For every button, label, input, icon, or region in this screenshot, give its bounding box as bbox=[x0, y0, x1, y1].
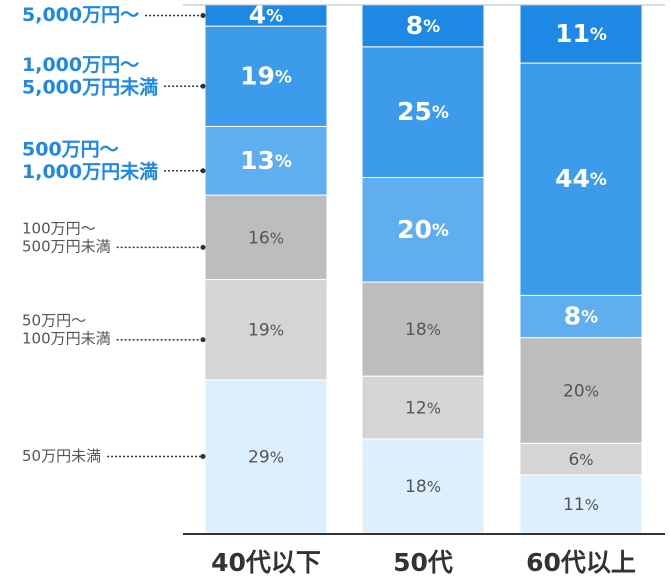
bar-segment bbox=[204, 25, 328, 127]
bar-segment bbox=[361, 4, 485, 48]
value-label: 19% bbox=[240, 61, 292, 90]
bar-segment bbox=[361, 46, 485, 179]
value-label: 29% bbox=[248, 447, 284, 467]
bar-segment bbox=[204, 125, 328, 196]
value-label: 20% bbox=[397, 215, 449, 244]
x-tick-label: 40代以下 bbox=[211, 548, 321, 577]
legend-label: 1,000万円～ 5,000万円未満 bbox=[22, 53, 158, 98]
legend-dot bbox=[200, 83, 206, 89]
value-label: 18% bbox=[405, 477, 441, 497]
legend-dot bbox=[200, 244, 206, 250]
legend-label: 50万円未満 bbox=[22, 447, 101, 465]
bar-segment bbox=[361, 177, 485, 283]
x-tick-label: 50代 bbox=[393, 548, 453, 577]
legend-dot bbox=[200, 168, 206, 174]
legend-dot bbox=[200, 337, 206, 343]
legend-label: 100万円～ 500万円未満 bbox=[22, 219, 111, 255]
bar-segment bbox=[204, 279, 328, 381]
value-label: 13% bbox=[240, 146, 292, 175]
value-label: 4% bbox=[249, 1, 283, 30]
legend-label: 50万円～ 100万円未満 bbox=[22, 311, 111, 347]
bar-segment bbox=[361, 375, 485, 440]
value-label: 8% bbox=[564, 302, 598, 331]
value-label: 11% bbox=[555, 19, 607, 48]
legend-label: 5,000万円～ bbox=[22, 4, 139, 26]
bar-segment bbox=[361, 281, 485, 377]
value-label: 20% bbox=[563, 381, 599, 401]
bar-segment bbox=[361, 438, 485, 534]
value-label: 8% bbox=[406, 11, 440, 40]
bar-segment bbox=[519, 474, 643, 534]
value-label: 11% bbox=[563, 495, 599, 515]
legend-dot bbox=[200, 453, 206, 459]
value-label: 44% bbox=[555, 164, 607, 193]
value-label: 16% bbox=[248, 228, 284, 248]
bar-segment bbox=[519, 337, 643, 444]
value-label: 25% bbox=[397, 97, 449, 126]
value-label: 12% bbox=[405, 399, 441, 419]
value-label: 18% bbox=[405, 320, 441, 340]
value-label: 19% bbox=[248, 321, 284, 341]
bar-segment bbox=[204, 379, 328, 534]
x-tick-label: 60代以上 bbox=[526, 548, 636, 577]
legend-label: 500万円～ 1,000万円未満 bbox=[22, 138, 158, 183]
legend-dot bbox=[200, 13, 206, 19]
value-label: 6% bbox=[568, 450, 593, 470]
bar-segment bbox=[519, 62, 643, 296]
bar-segment bbox=[519, 294, 643, 339]
